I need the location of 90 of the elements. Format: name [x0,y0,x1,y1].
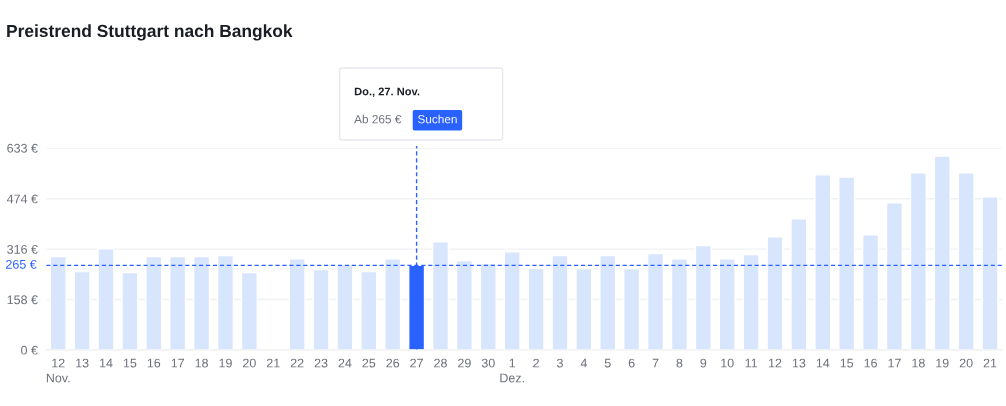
x-tick-label: 6 [628,358,635,368]
bar [646,252,665,350]
x-tick-label: 2 [533,358,539,368]
bar [790,218,808,350]
bar [503,250,521,350]
bar [288,258,306,350]
text: Do., 27. Nov. [354,87,420,98]
bar [885,202,904,350]
y-tick-label: 474 € [6,194,38,204]
x-tick-label: 16 [864,358,877,368]
bar [670,258,689,350]
bar [360,270,378,350]
x-tick-label: 20 [959,358,973,368]
bar [861,234,880,350]
text: Dez. [500,373,524,383]
x-tick-label: 18 [195,358,208,368]
bar [814,174,832,350]
bar [192,255,211,350]
bar [97,248,115,350]
x-tick-label: 4 [580,358,587,368]
x-tick-label: 19 [936,358,949,368]
bar [718,258,736,350]
bar [121,271,139,350]
x-tick-label: 15 [123,358,137,368]
x-tick-label: 30 [481,358,495,368]
bar [694,244,712,350]
bar [527,267,545,350]
x-tick-label: 20 [243,358,256,368]
bar [455,259,473,350]
text: Suchen [417,114,457,124]
x-tick-label: 17 [888,358,901,368]
x-tick-label: 10 [721,358,734,368]
x-tick-label: 13 [792,358,806,368]
y-tick-label: 0 € [21,345,38,355]
bar [766,235,784,350]
x-tick-label: 16 [147,358,161,368]
x-tick-label: 21 [983,358,997,368]
bar [169,255,187,350]
x-tick-label: 14 [816,358,830,368]
bar [336,263,354,350]
bar [575,267,593,350]
bar [145,255,163,350]
bar [838,176,856,350]
bar [49,255,67,350]
x-tick-label: 8 [676,358,683,368]
y-tick-label: 633 € [7,143,38,153]
x-tick-label: 18 [912,358,925,368]
bar [933,155,951,350]
bar [981,196,999,350]
bar [599,254,617,350]
x-tick-label: 26 [386,358,400,368]
x-tick-label: 7 [652,358,659,368]
x-tick-label: 13 [76,358,89,368]
x-tick-label: 1 [509,358,516,368]
x-tick-label: 23 [314,358,328,368]
chart-title: Preistrend Stuttgart nach Bangkok [7,24,293,41]
bar [431,241,450,350]
x-tick-label: 9 [700,358,707,368]
x-tick-label: 17 [171,358,185,368]
x-tick-label: 11 [745,358,757,368]
x-tick-label: 12 [769,358,782,368]
x-tick-label: 19 [219,358,232,368]
x-tick-label: 28 [434,358,447,368]
x-tick-label: 5 [604,358,611,368]
bar [623,267,641,350]
y-tick-label: 316 € [7,244,38,254]
x-tick-label: 14 [100,358,113,368]
bar [73,270,91,350]
bar [551,254,569,350]
bar [479,262,497,350]
bar [742,253,760,350]
x-tick-label: 25 [362,358,376,368]
bar [957,172,975,350]
ref-line-label: 265 € [6,259,37,269]
bar [384,258,402,350]
bar [312,268,330,350]
x-tick-label: 3 [556,358,563,368]
y-tick-label: 158 € [7,295,38,305]
text: Ab 265 € [354,114,402,124]
x-tick-label: 24 [338,358,352,368]
bar [240,271,258,350]
x-tick-label: 27 [410,358,423,368]
x-tick-label: 29 [458,358,471,368]
text: Nov. [46,373,70,383]
bar [216,254,235,350]
x-tick-label: 12 [52,358,65,368]
bar [909,172,927,350]
x-tick-label: 15 [840,358,854,368]
x-tick-label: 21 [266,358,280,368]
x-tick-label: 22 [290,358,304,368]
